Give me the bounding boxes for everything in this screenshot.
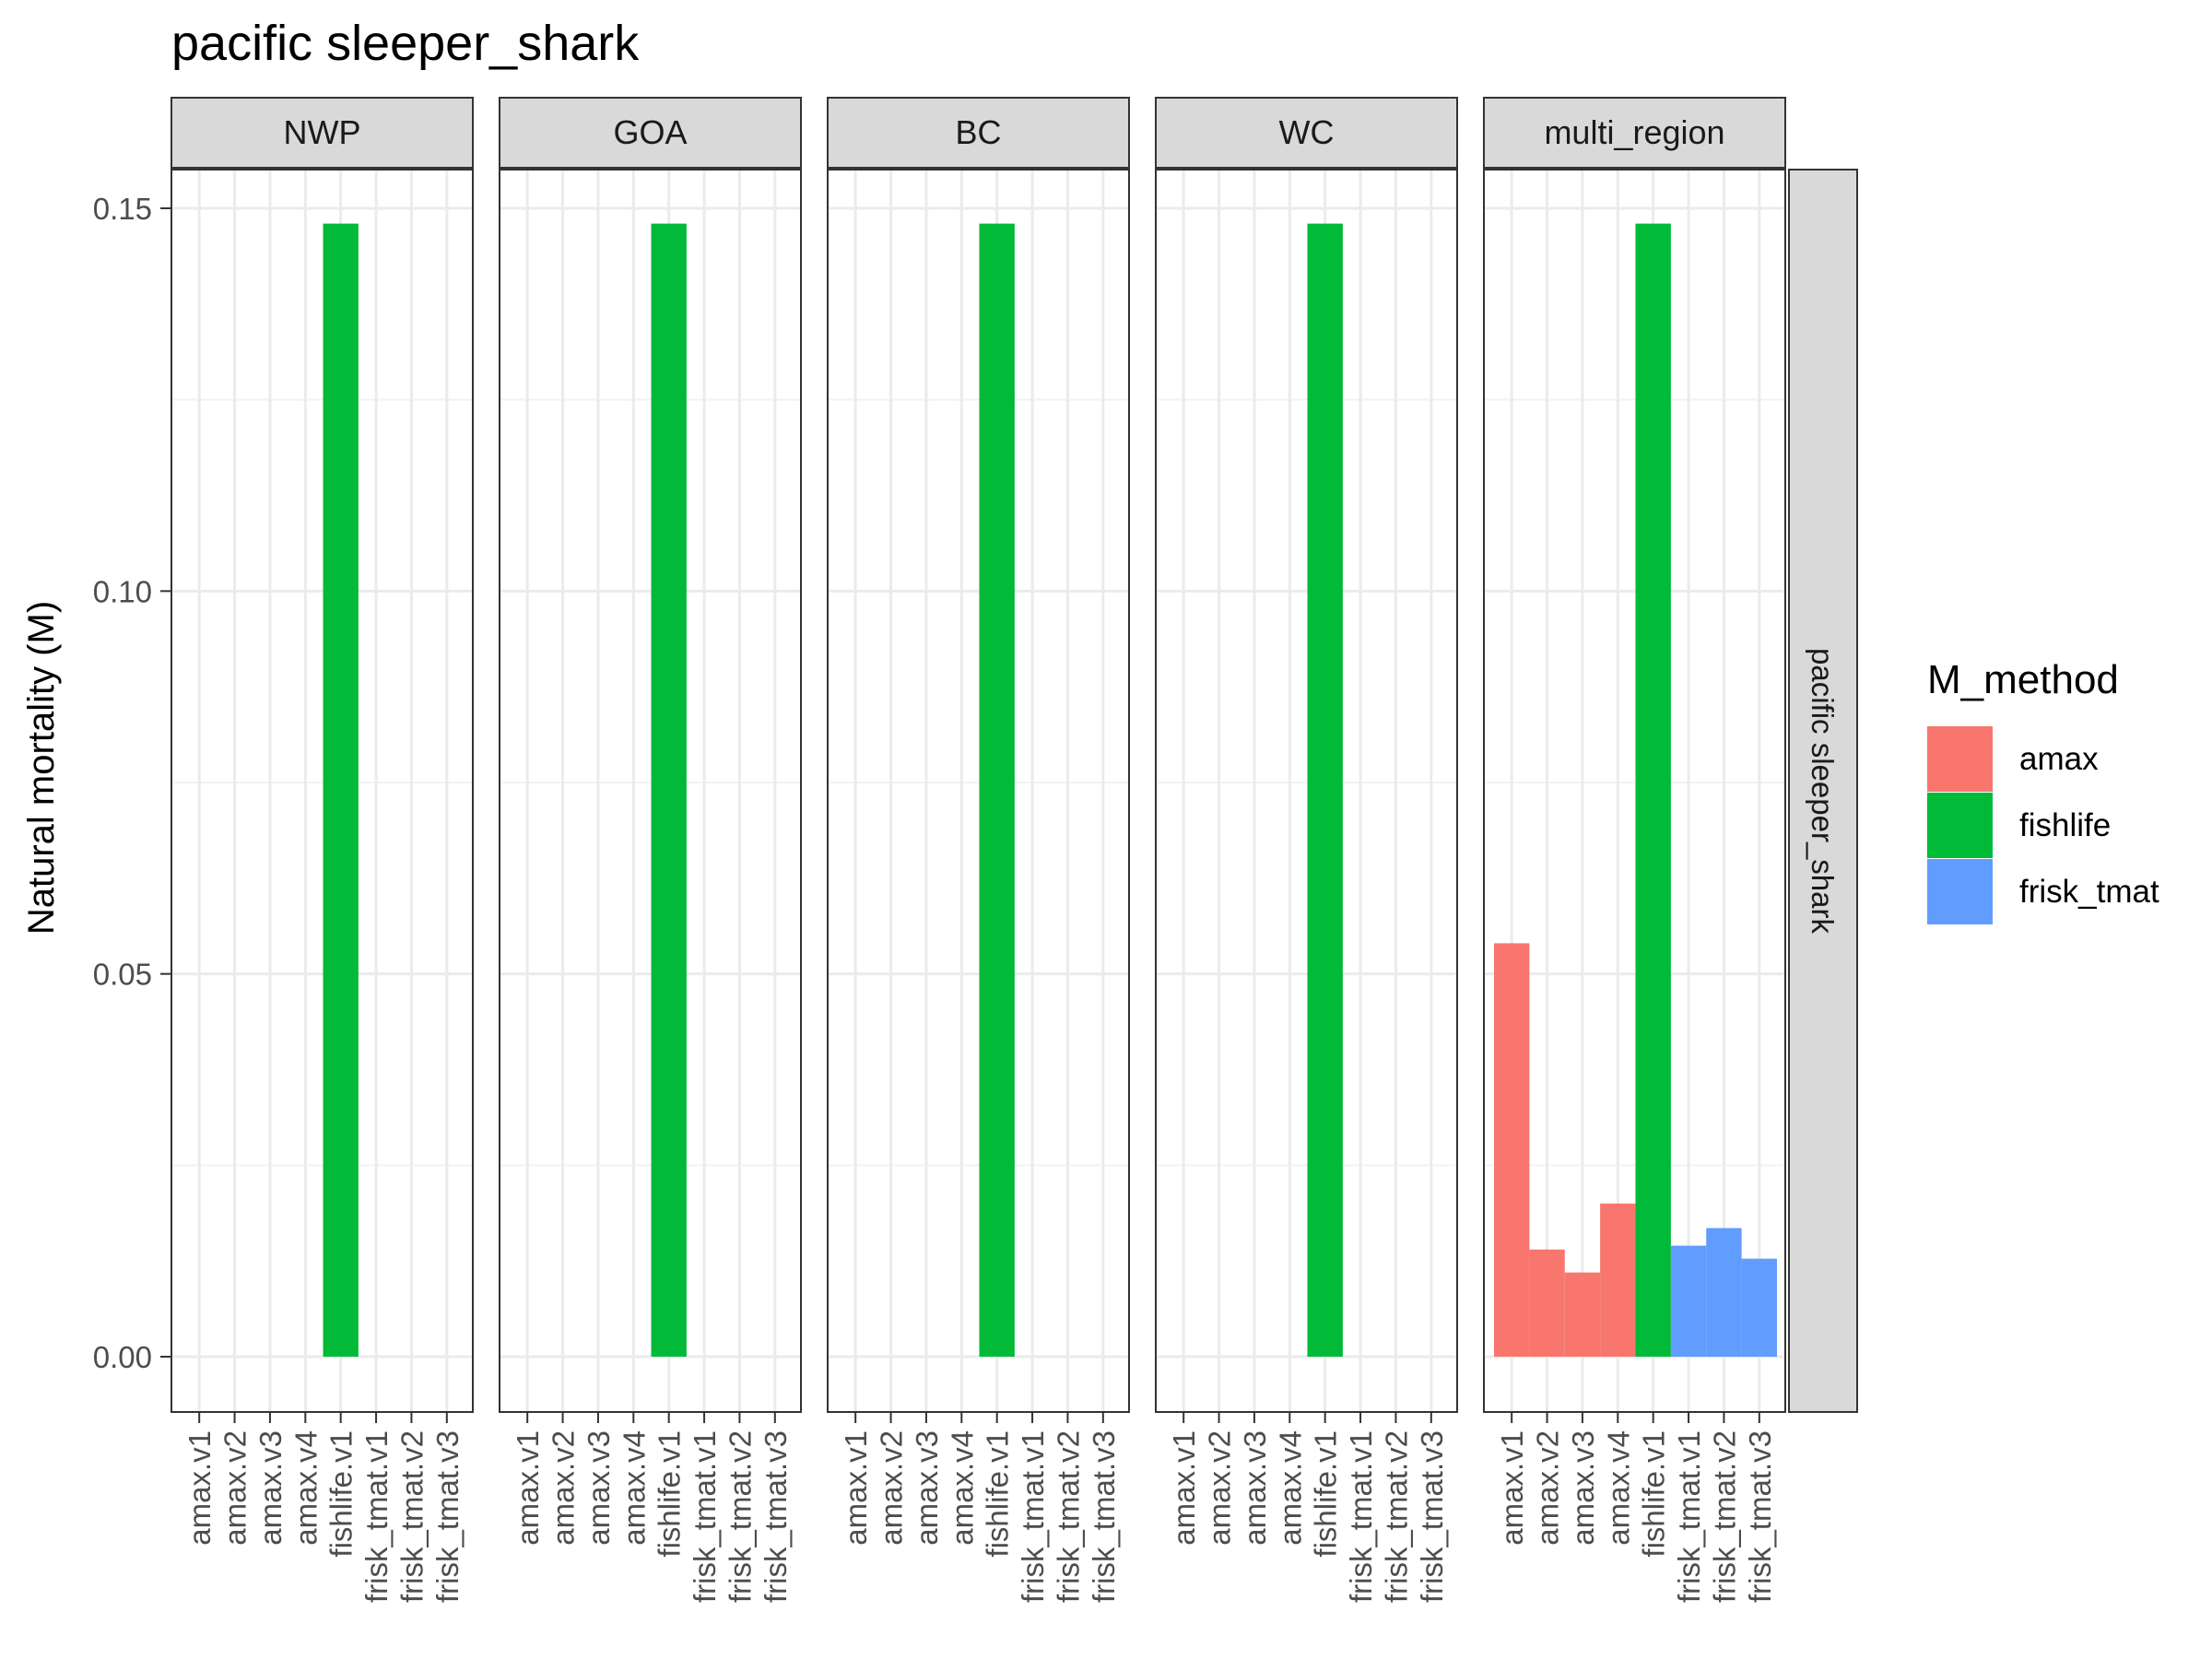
y-tick-label: 0.15 [93,192,152,226]
panel-background [171,170,473,1412]
x-tick-label: frisk_tmat.v2 [723,1430,757,1603]
bar [1529,1249,1565,1357]
x-tick-label: fishlife.v1 [1309,1430,1343,1558]
bar [1635,223,1671,1358]
x-tick-label: frisk_tmat.v3 [1743,1430,1777,1603]
facet-strip [171,97,474,169]
legend-label: fishlife [2019,807,2111,843]
x-tick-label: amax.v2 [1203,1430,1237,1546]
x-tick-label: fishlife.v1 [324,1430,359,1558]
x-tick-label: amax.v4 [1601,1430,1635,1546]
bar [1307,223,1343,1358]
x-tick-label: amax.v2 [218,1430,253,1546]
bar [1741,1258,1777,1357]
x-tick-label: frisk_tmat.v2 [1051,1430,1085,1603]
x-tick-label: amax.v4 [617,1430,651,1546]
panel-border [827,169,1130,1413]
x-tick-label: fishlife.v1 [981,1430,1015,1558]
x-tick-label: frisk_tmat.v3 [1087,1430,1121,1603]
bar [1670,1245,1707,1357]
row-strip: pacific sleeper_shark [1788,169,1858,1413]
facet-strip [1483,97,1786,169]
x-tick-label: frisk_tmat.v2 [1707,1430,1741,1603]
y-tick-label: 0.05 [93,958,152,992]
facet-panel: NWP amax.v1 amax.v2 amax.v3 amax.v4 fishlife.… [171,97,474,1603]
x-tick-label: amax.v3 [910,1430,944,1546]
facet-strip [499,97,802,169]
x-tick-label: amax.v3 [253,1430,288,1546]
x-tick-label: amax.v3 [1566,1430,1600,1546]
row-strip-box [1788,169,1858,1413]
x-tick-label: frisk_tmat.v1 [1344,1430,1378,1603]
facet-strip-label: BC [955,113,1001,151]
facet-panel: BC amax.v1 amax.v2 amax.v3 amax.v4 fishlife.v… [827,97,1130,1603]
x-tick-label: amax.v2 [1531,1430,1565,1546]
bar [1494,943,1530,1357]
x-tick-label: amax.v4 [1273,1430,1307,1546]
facet-strip [827,97,1130,169]
legend-key [1927,859,1993,924]
x-tick-label: frisk_tmat.v1 [359,1430,394,1603]
x-tick-label: amax.v2 [547,1430,581,1546]
bar [1564,1272,1601,1357]
x-tick-label: frisk_tmat.v2 [394,1430,429,1603]
legend-key [1927,726,1993,792]
facet-strip-label: WC [1279,113,1335,151]
x-tick-label: amax.v1 [182,1430,217,1546]
panel-border [1483,169,1786,1413]
panel-background [1156,170,1457,1412]
x-tick-label: frisk_tmat.v1 [1672,1430,1706,1603]
x-tick-label: frisk_tmat.v1 [1016,1430,1050,1603]
bar [323,223,359,1358]
x-tick-label: amax.v1 [839,1430,873,1546]
x-tick-label: frisk_tmat.v3 [759,1430,793,1603]
x-tick-label: amax.v1 [511,1430,545,1546]
facet-strip-label: GOA [613,113,687,151]
legend-label: frisk_tmat [2019,874,2159,910]
facet-panel: multi_region amax.v1 amax.v2 amax.v3 amax.v4… [1483,97,1786,1603]
x-tick-label: frisk_tmat.v1 [688,1430,722,1603]
legend-key [1927,793,1993,858]
panel-border [499,169,802,1413]
x-tick-label: amax.v1 [1495,1430,1529,1546]
x-tick-label: frisk_tmat.v2 [1379,1430,1413,1603]
y-tick-label: 0.00 [93,1340,152,1374]
facet-strip-label: multi_region [1544,113,1724,151]
x-tick-label: fishlife.v1 [653,1430,687,1558]
x-tick-label: amax.v2 [875,1430,909,1546]
y-axis: 0.00 0.05 0.10 0.15 [93,192,171,1374]
chart-title: pacific sleeper_shark [171,16,640,71]
facet-strip-label: NWP [284,113,361,151]
legend: M_method amax fishlife frisk_tmat [1927,657,2159,924]
x-tick-label: frisk_tmat.v3 [430,1430,465,1603]
facet-strip [1155,97,1458,169]
panel-background [828,170,1129,1412]
x-tick-label: amax.v1 [1167,1430,1201,1546]
facet-panel: GOA amax.v1 amax.v2 amax.v3 amax.v4 fishlife.… [499,97,802,1603]
x-tick-label: amax.v3 [1238,1430,1272,1546]
bar [979,223,1015,1358]
legend-label: amax [2019,741,2099,777]
row-strip-label: pacific sleeper_shark [1806,648,1840,934]
legend-items: amax fishlife frisk_tmat [1927,726,2159,924]
panel-border [171,169,474,1413]
x-tick-label: frisk_tmat.v3 [1415,1430,1449,1603]
x-tick-label: fishlife.v1 [1637,1430,1671,1558]
x-tick-label: amax.v3 [582,1430,616,1546]
panel-border [1155,169,1458,1413]
y-axis-label: Natural mortality (M) [21,601,62,935]
bar [651,223,687,1358]
panel-background [500,170,801,1412]
y-tick-label: 0.10 [93,574,152,608]
bar [1600,1203,1636,1357]
facet-panel: WC amax.v1 amax.v2 amax.v3 amax.v4 fishlife.v… [1155,97,1458,1603]
bar [1706,1228,1742,1357]
legend-title: M_method [1927,657,2119,702]
x-tick-label: amax.v4 [945,1430,979,1546]
x-tick-label: amax.v4 [288,1430,323,1546]
